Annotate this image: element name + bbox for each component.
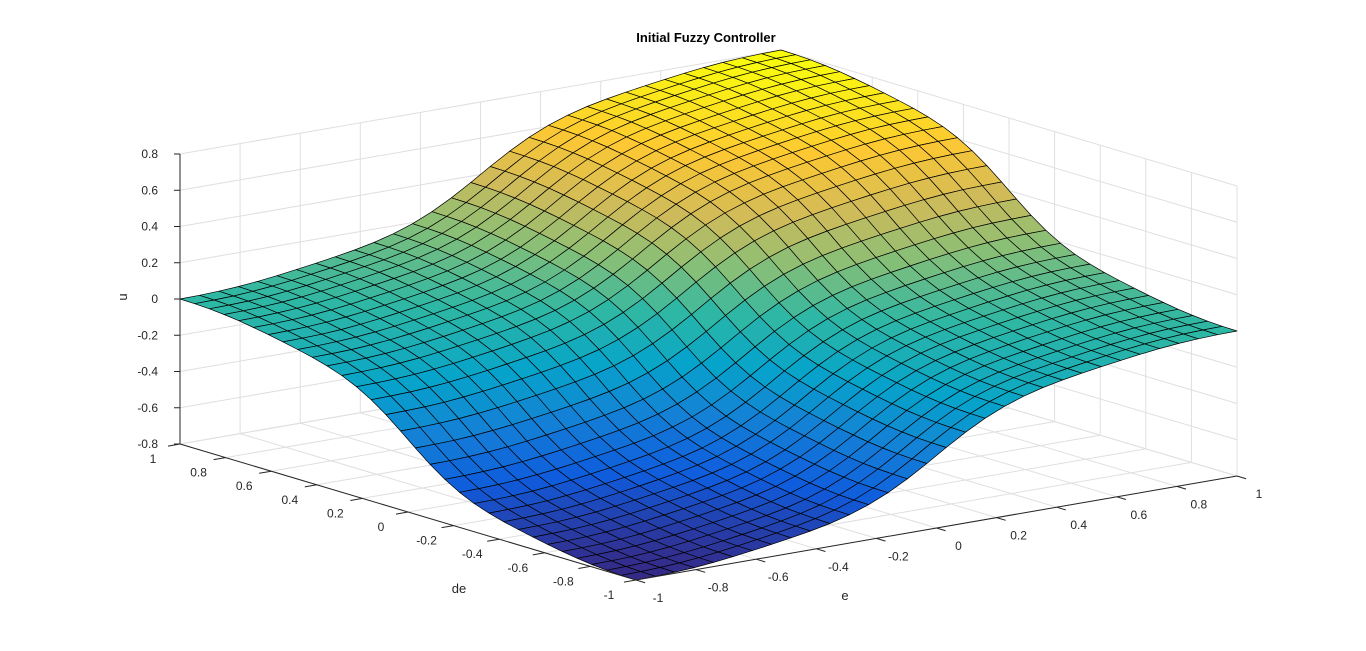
y-tick-label: -0.2 <box>416 534 437 548</box>
z-tick-label: 0.2 <box>141 256 158 270</box>
x-tick-mark <box>635 579 646 584</box>
x-tick-label: 0.8 <box>1191 497 1208 511</box>
z-tick-label: -0.4 <box>137 365 158 379</box>
y-tick-label: 0.8 <box>190 466 207 480</box>
y-tick-mark <box>395 511 409 515</box>
x-tick-mark <box>1056 506 1066 511</box>
x-tick-mark <box>695 569 706 573</box>
x-tick-label: -0.4 <box>828 560 849 574</box>
y-tick-mark <box>487 538 500 542</box>
y-tick-label: 1 <box>150 452 157 466</box>
z-tick-label: 0.6 <box>141 183 158 197</box>
y-axis-label: de <box>452 581 466 596</box>
surface-mesh <box>179 49 1238 581</box>
z-axis-label: u <box>115 293 130 300</box>
x-tick-label: 1 <box>1256 487 1263 501</box>
y-tick-mark <box>623 579 637 583</box>
x-tick-label: 0.4 <box>1070 518 1087 532</box>
x-tick-mark <box>756 558 766 563</box>
y-tick-mark <box>578 565 591 569</box>
x-tick-mark <box>816 548 826 552</box>
x-tick-mark <box>1116 496 1127 500</box>
x-tick-label: 0 <box>955 539 962 553</box>
x-tick-mark <box>996 517 1006 521</box>
z-tick-label: 0.8 <box>141 147 158 161</box>
y-tick-mark <box>441 525 454 529</box>
y-tick-label: 0 <box>378 520 385 534</box>
x-axis-label: e <box>841 588 848 603</box>
x-tick-mark <box>876 537 886 542</box>
x-tick-label: -1 <box>653 591 664 605</box>
x-tick-label: 0.2 <box>1010 529 1027 543</box>
y-tick-label: -1 <box>604 588 615 602</box>
y-tick-label: -0.4 <box>462 547 483 561</box>
y-tick-mark <box>532 552 545 556</box>
z-tick-label: -0.8 <box>137 437 158 451</box>
y-tick-mark <box>350 497 363 501</box>
tick-labels: -1 -0.8 -0.6 -0.4 -0.2 0 0.2 0.4 0.6 0.8 1 -1 -0.8 -0… <box>137 147 1262 605</box>
x-tick-label: -0.6 <box>768 570 789 584</box>
axes-lines <box>167 153 1247 584</box>
x-tick-label: 0.6 <box>1130 508 1147 522</box>
y-tick-mark <box>304 484 317 488</box>
y-tick-mark <box>259 470 272 474</box>
y-tick-label: 0.6 <box>236 479 253 493</box>
z-tick-label: -0.6 <box>137 401 158 415</box>
x-tick-label: -0.2 <box>888 549 909 563</box>
y-tick-label: 0.2 <box>327 506 344 520</box>
x-tick-label: -0.8 <box>708 581 729 595</box>
chart-title: Initial Fuzzy Controller <box>636 30 775 45</box>
y-tick-label: -0.6 <box>507 561 528 575</box>
x-tick-mark <box>1236 475 1247 480</box>
z-tick-label: 0 <box>151 292 158 306</box>
x-tick-mark <box>1176 485 1187 490</box>
x-tick-mark <box>936 527 946 532</box>
z-tick-label: -0.2 <box>137 328 158 342</box>
wall-gridline <box>780 49 1238 187</box>
y-tick-label: 0.4 <box>281 493 298 507</box>
y-tick-label: -0.8 <box>553 574 574 588</box>
z-tick-label: 0.4 <box>141 220 158 234</box>
y-tick-mark <box>213 457 226 461</box>
wall-gridline <box>179 49 782 155</box>
